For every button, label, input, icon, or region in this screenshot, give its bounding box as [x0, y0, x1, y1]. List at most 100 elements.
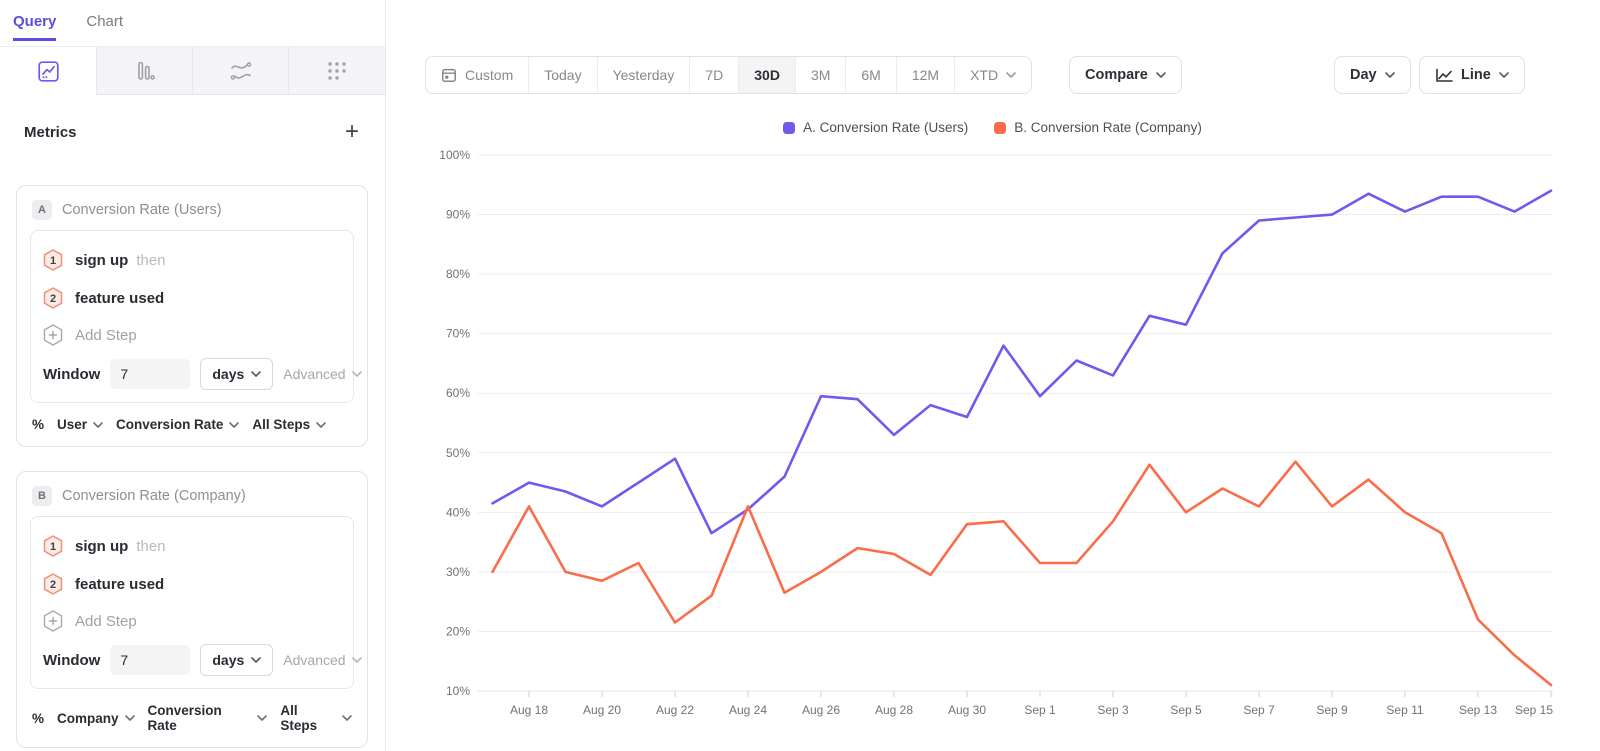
funnel-step-row[interactable]: 2 feature used: [43, 565, 341, 603]
step-number-badge: 2: [43, 287, 63, 309]
chevron-down-icon: [351, 371, 362, 377]
step-then-label: then: [136, 251, 166, 269]
measurement-dropdown[interactable]: Conversion Rate: [116, 417, 240, 432]
measurement-label: Conversion Rate: [147, 703, 222, 733]
add-step-button[interactable]: Add Step: [43, 603, 341, 639]
metric-title[interactable]: Conversion Rate (Users): [62, 202, 222, 218]
measurement-label: %: [32, 417, 45, 432]
metric-card-header[interactable]: A Conversion Rate (Users): [30, 198, 354, 230]
chart-type-tab-line[interactable]: [0, 47, 96, 95]
step-event-label[interactable]: sign up: [75, 537, 129, 555]
metric-letter-badge: A: [32, 200, 52, 220]
metric-card-header[interactable]: B Conversion Rate (Company): [30, 484, 354, 516]
steps-box: 1 sign up then 2 feature used Add Step Window d…: [30, 230, 362, 403]
measurement-dropdown[interactable]: Company: [57, 711, 135, 726]
funnel-step-row[interactable]: 2 feature used: [43, 279, 341, 317]
measurement-dropdown[interactable]: User: [57, 417, 103, 432]
window-value-input[interactable]: [110, 645, 191, 675]
funnel-step-row[interactable]: 1 sign up then: [43, 527, 341, 565]
date-range-7d[interactable]: 7D: [689, 57, 738, 93]
step-event-label[interactable]: sign up: [75, 251, 129, 269]
y-axis-label: 80%: [446, 267, 470, 281]
calendar-icon: [441, 67, 457, 83]
sidebar-top-tabs: Query Chart: [0, 0, 385, 47]
date-range-label: 6M: [861, 67, 881, 83]
window-unit-label: days: [212, 652, 245, 668]
metric-cards-container: A Conversion Rate (Users) 1 sign up then 2 fea…: [0, 185, 385, 748]
add-step-button[interactable]: Add Step: [43, 317, 341, 353]
chevron-down-icon: [251, 657, 262, 663]
y-axis-label: 30%: [446, 565, 470, 579]
measurement-dropdown[interactable]: Conversion Rate: [148, 703, 268, 733]
date-range-30d[interactable]: 30D: [738, 57, 795, 93]
granularity-label: Day: [1350, 67, 1377, 83]
measurement-label: All Steps: [252, 417, 311, 432]
tab-chart[interactable]: Chart: [86, 13, 124, 30]
measurement-dropdown[interactable]: All Steps: [280, 703, 352, 733]
chart-style-button[interactable]: Line: [1419, 56, 1525, 94]
date-range-12m[interactable]: 12M: [895, 57, 954, 93]
percent-symbol: %: [32, 417, 44, 432]
window-unit-label: days: [212, 366, 245, 382]
window-unit-dropdown[interactable]: days: [200, 644, 274, 676]
bar-chart-icon: [134, 60, 156, 82]
x-axis-label: Aug 24: [729, 703, 767, 717]
date-range-label: Custom: [465, 67, 514, 83]
chart-type-tab-scatter[interactable]: [288, 47, 385, 95]
metric-letter-badge: B: [32, 486, 52, 506]
chevron-down-icon: [342, 715, 352, 721]
add-step-icon: [43, 610, 63, 632]
granularity-button[interactable]: Day: [1334, 56, 1411, 94]
x-axis-label: Sep 5: [1170, 703, 1202, 717]
x-axis-label: Sep 7: [1243, 703, 1275, 717]
date-range-yesterday[interactable]: Yesterday: [596, 57, 690, 93]
line-chart[interactable]: 100% 90% 80% 70% 60% 50% 40% 30% 20% 10% Aug 18 Aug…: [430, 150, 1600, 751]
measurement-dropdown[interactable]: All Steps: [252, 417, 326, 432]
legend-item-a[interactable]: A. Conversion Rate (Users): [783, 120, 968, 135]
flows-icon: [229, 61, 253, 81]
date-range-custom[interactable]: Custom: [426, 57, 528, 93]
chart-legend: A. Conversion Rate (Users) B. Conversion …: [430, 120, 1555, 135]
window-unit-dropdown[interactable]: days: [200, 358, 274, 390]
add-step-label: Add Step: [75, 326, 137, 344]
x-axis-label: Sep 11: [1386, 703, 1423, 717]
measurement-label: %: [32, 710, 45, 726]
date-range-label: 7D: [705, 67, 724, 83]
series-line-b[interactable]: [491, 460, 1553, 687]
tab-query[interactable]: Query: [13, 13, 57, 41]
add-step-icon: [43, 324, 63, 346]
svg-text:1: 1: [50, 255, 56, 267]
chevron-down-icon: [251, 371, 262, 377]
step-number-badge: 1: [43, 535, 63, 557]
chart-style-label: Line: [1461, 67, 1491, 83]
date-range-label: 3M: [810, 67, 831, 83]
svg-text:2: 2: [50, 579, 56, 591]
compare-button[interactable]: Compare: [1069, 56, 1182, 94]
measurement-row: % User Conversion Rate All Steps: [32, 417, 352, 432]
chart-type-tab-flows[interactable]: [192, 47, 288, 95]
add-metric-button[interactable]: +: [344, 118, 359, 145]
date-range-6m[interactable]: 6M: [845, 57, 895, 93]
chevron-down-icon: [1384, 72, 1395, 78]
date-range-3m[interactable]: 3M: [794, 57, 845, 93]
measurement-label: Conversion Rate: [116, 417, 224, 432]
advanced-toggle[interactable]: Advanced: [283, 366, 362, 382]
step-event-label[interactable]: feature used: [75, 575, 165, 593]
legend-item-b[interactable]: B. Conversion Rate (Company): [994, 120, 1202, 135]
step-number-badge: 1: [43, 249, 63, 271]
chart-type-tab-bar[interactable]: [96, 47, 192, 95]
series-line-a[interactable]: [491, 189, 1553, 535]
date-range-xtd[interactable]: XTD: [954, 57, 1031, 93]
date-range-label: Today: [544, 67, 582, 83]
funnel-step-row[interactable]: 1 sign up then: [43, 241, 341, 279]
y-axis-label: 90%: [446, 208, 470, 222]
conversion-window-row: Window days Advanced: [43, 358, 362, 390]
legend-label: B. Conversion Rate (Company): [1014, 120, 1202, 135]
x-axis-label: Sep 9: [1316, 703, 1348, 717]
advanced-toggle[interactable]: Advanced: [283, 652, 362, 668]
step-event-label[interactable]: feature used: [75, 289, 165, 307]
date-range-today[interactable]: Today: [528, 57, 596, 93]
metric-title[interactable]: Conversion Rate (Company): [62, 488, 246, 504]
y-axis-label: 70%: [446, 327, 470, 341]
window-value-input[interactable]: [110, 359, 191, 389]
